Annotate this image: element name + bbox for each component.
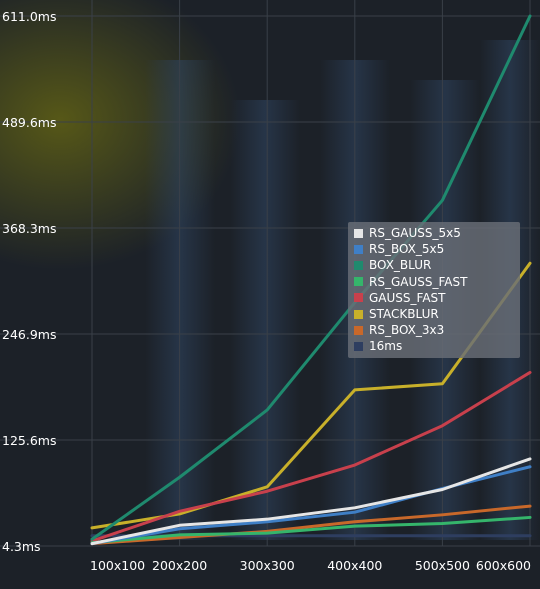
- y-tick-label: 611.0ms: [2, 9, 56, 24]
- y-tick-label: 4.3ms: [2, 539, 41, 554]
- legend-swatch: [354, 244, 363, 254]
- legend-item: RS_GAUSS_FAST: [348, 274, 520, 290]
- legend-label: GAUSS_FAST: [369, 290, 446, 305]
- y-tick-label: 368.3ms: [2, 221, 56, 236]
- series-line-rs-gauss-fast: [90, 515, 532, 545]
- legend-item: STACKBLUR: [348, 306, 520, 322]
- y-tick-label: 489.6ms: [2, 115, 56, 130]
- x-tick-label: 500x500: [415, 558, 470, 573]
- legend-swatch: [354, 309, 363, 319]
- x-tick-label: 600x600: [476, 558, 531, 573]
- legend-label: 16ms: [369, 339, 403, 354]
- y-axis-labels: 4.3ms 125.6ms 246.9ms 368.3ms 489.6ms 611.0ms: [2, 9, 56, 554]
- legend-label: RS_BOX_3x3: [369, 323, 445, 338]
- legend-item: RS_BOX_3x3: [348, 322, 520, 338]
- legend-item: GAUSS_FAST: [348, 290, 520, 306]
- y-tick-label: 246.9ms: [2, 327, 56, 342]
- legend-item: RS_GAUSS_5x5: [348, 225, 520, 241]
- legend-swatch: [354, 341, 363, 351]
- legend-swatch: [354, 260, 363, 270]
- series-line-box-blur: [90, 14, 532, 541]
- legend-label: STACKBLUR: [369, 307, 439, 322]
- series-line-rs-gauss-5x5: [90, 457, 532, 546]
- x-tick-label: 400x400: [327, 558, 382, 573]
- legend-swatch: [354, 277, 363, 287]
- series-lines: [90, 14, 532, 546]
- x-tick-label: 300x300: [240, 558, 295, 573]
- legend-label: RS_GAUSS_FAST: [369, 274, 468, 289]
- legend-swatch: [354, 228, 363, 238]
- x-tick-label: 100x100: [90, 558, 145, 573]
- y-tick-label: 125.6ms: [2, 433, 56, 448]
- legend-item: RS_BOX_5x5: [348, 241, 520, 257]
- x-tick-label: 200x200: [152, 558, 207, 573]
- legend-item: 16ms: [348, 338, 520, 354]
- legend-label: BOX_BLUR: [369, 258, 432, 273]
- x-axis-labels: 100x100 200x200 300x300 400x400 500x500 600x6…: [90, 558, 531, 573]
- series-line-rs-box-3x3: [90, 504, 532, 546]
- legend-label: RS_BOX_5x5: [369, 242, 445, 257]
- series-line-gauss-fast: [90, 370, 532, 543]
- legend-swatch: [354, 325, 363, 335]
- legend-item: BOX_BLUR: [348, 257, 520, 273]
- legend-label: RS_GAUSS_5x5: [369, 226, 461, 241]
- legend-swatch: [354, 293, 363, 303]
- legend: RS_GAUSS_5x5 RS_BOX_5x5 BOX_BLUR RS_GAUSS_F…: [348, 222, 520, 358]
